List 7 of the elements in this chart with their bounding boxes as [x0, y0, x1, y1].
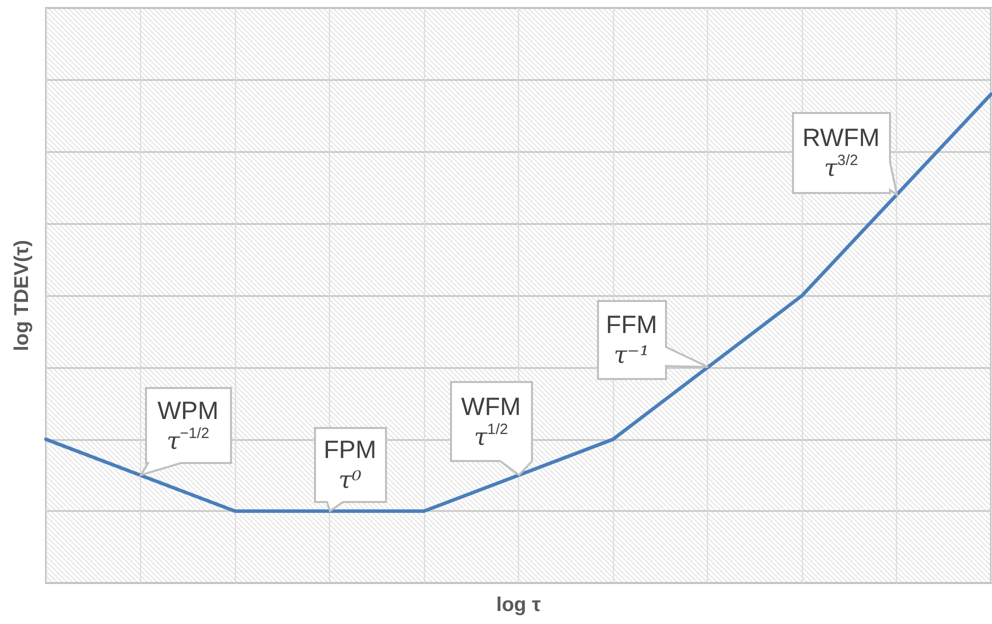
x-axis-title: log τ [496, 594, 541, 616]
annotation: WFM τ$^{1/2}$ [461, 392, 521, 452]
annotation: FFM τ⁻¹ [606, 310, 658, 370]
annotation: RWFM τ$^{3/2}$ [802, 122, 880, 183]
y-axis-title: log TDEV(τ) [11, 240, 33, 352]
annotation: WPM τ$^{−1/2}$ [157, 396, 219, 456]
annotation: FPM τ⁰ [324, 435, 376, 496]
